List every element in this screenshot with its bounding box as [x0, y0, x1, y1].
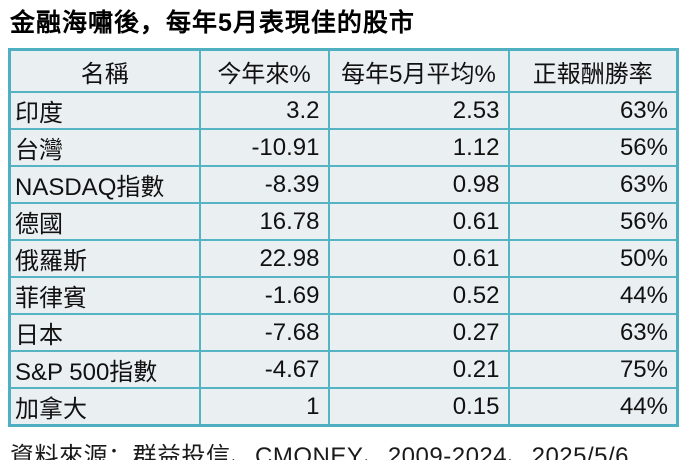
- cell-ytd: 22.98: [198, 239, 330, 278]
- page-title: 金融海嘯後，每年5月表現佳的股市: [10, 9, 415, 37]
- cell-name: 俄羅斯: [8, 239, 201, 278]
- column-header-ytd-percent: 今年來%: [198, 48, 330, 93]
- column-header-may-average-percent: 每年5月平均%: [327, 48, 510, 93]
- cell-ytd: -8.39: [198, 165, 330, 204]
- cell-ytd: 3.2: [198, 91, 330, 130]
- table-row: 德國 16.78 0.61 56%: [8, 202, 679, 241]
- cell-may_avg: 0.27: [327, 313, 510, 352]
- table-row: 俄羅斯 22.98 0.61 50%: [8, 239, 679, 278]
- cell-may_avg: 1.12: [327, 128, 510, 167]
- source-note: 資料來源：群益投信、CMONEY、2009-2024、2025/5/6: [10, 443, 630, 460]
- cell-win_rate: 44%: [507, 387, 679, 427]
- cell-name: 德國: [8, 202, 201, 241]
- cell-ytd: -1.69: [198, 276, 330, 315]
- column-header-positive-return-win-rate: 正報酬勝率: [507, 48, 679, 93]
- cell-win_rate: 56%: [507, 128, 679, 167]
- cell-may_avg: 0.15: [327, 387, 510, 427]
- cell-win_rate: 75%: [507, 350, 679, 389]
- cell-win_rate: 44%: [507, 276, 679, 315]
- table-row: NASDAQ指數 -8.39 0.98 63%: [8, 165, 679, 204]
- cell-may_avg: 0.52: [327, 276, 510, 315]
- table-row: 菲律賓 -1.69 0.52 44%: [8, 276, 679, 315]
- cell-win_rate: 63%: [507, 313, 679, 352]
- table-body: 印度 3.2 2.53 63% 台灣 -10.91 1.12 56% NASDAQ指數 -8.39…: [8, 91, 679, 427]
- cell-name: NASDAQ指數: [8, 165, 201, 204]
- stocks-table: 名稱 今年來% 每年5月平均% 正報酬勝率 印度 3.2 2.53 63% 台灣 -10.…: [8, 48, 679, 427]
- table-row: 日本 -7.68 0.27 63%: [8, 313, 679, 352]
- cell-may_avg: 0.98: [327, 165, 510, 204]
- table-row: 印度 3.2 2.53 63%: [8, 91, 679, 130]
- table-row: 加拿大 1 0.15 44%: [8, 387, 679, 427]
- cell-win_rate: 50%: [507, 239, 679, 278]
- cell-ytd: -10.91: [198, 128, 330, 167]
- cell-may_avg: 0.21: [327, 350, 510, 389]
- cell-name: 菲律賓: [8, 276, 201, 315]
- cell-win_rate: 63%: [507, 91, 679, 130]
- cell-win_rate: 56%: [507, 202, 679, 241]
- cell-ytd: -4.67: [198, 350, 330, 389]
- cell-name: S&P 500指數: [8, 350, 201, 389]
- cell-name: 日本: [8, 313, 201, 352]
- cell-name: 加拿大: [8, 387, 201, 427]
- column-header-name: 名稱: [8, 48, 201, 93]
- cell-ytd: -7.68: [198, 313, 330, 352]
- table-header-row: 名稱 今年來% 每年5月平均% 正報酬勝率: [8, 48, 679, 93]
- cell-may_avg: 0.61: [327, 202, 510, 241]
- cell-may_avg: 0.61: [327, 239, 510, 278]
- table-row: S&P 500指數 -4.67 0.21 75%: [8, 350, 679, 389]
- cell-ytd: 16.78: [198, 202, 330, 241]
- cell-win_rate: 63%: [507, 165, 679, 204]
- table-row: 台灣 -10.91 1.12 56%: [8, 128, 679, 167]
- cell-may_avg: 2.53: [327, 91, 510, 130]
- cell-name: 台灣: [8, 128, 201, 167]
- cell-ytd: 1: [198, 387, 330, 427]
- cell-name: 印度: [8, 91, 201, 130]
